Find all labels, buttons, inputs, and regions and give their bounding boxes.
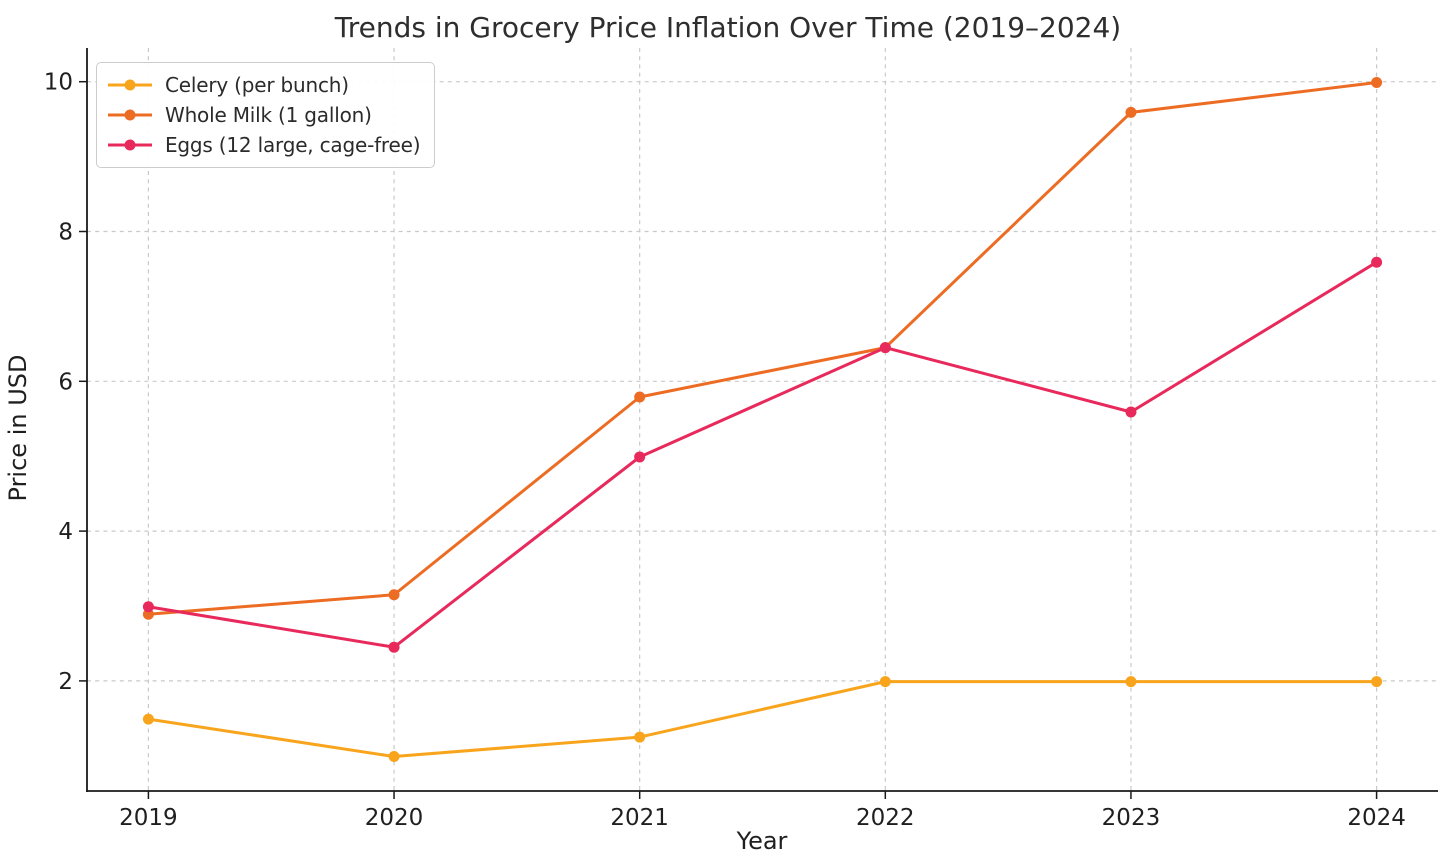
data-point (1125, 106, 1137, 118)
data-point (1125, 406, 1137, 418)
data-point (142, 713, 154, 725)
legend-item: Eggs (12 large, cage-free) (107, 130, 421, 160)
legend-line-marker-swatch (108, 109, 152, 121)
series-line-1 (146, 80, 1379, 616)
data-point (634, 731, 646, 743)
x-tick-label: 2023 (1102, 805, 1161, 831)
legend-line-marker-swatch (108, 79, 152, 91)
x-tick-label: 2024 (1347, 805, 1406, 831)
legend-item: Whole Milk (1 gallon) (107, 100, 420, 130)
data-point (879, 342, 891, 354)
y-tick-label: 2 (58, 669, 73, 695)
series-line-2 (146, 260, 1379, 649)
data-point (388, 589, 400, 601)
y-axis-label: Price in USD (4, 355, 32, 502)
legend: Celery (per bunch) Whole Milk (1 gallon) E… (96, 62, 436, 168)
data-point (1371, 676, 1383, 688)
data-point (634, 391, 646, 403)
data-point (142, 601, 154, 613)
data-point (1371, 256, 1383, 268)
legend-item: Celery (per bunch) (107, 70, 420, 100)
chart-title: Trends in Grocery Price Inflation Over T… (334, 11, 1121, 44)
x-tick-label: 2020 (365, 805, 424, 831)
y-tick-label: 6 (58, 369, 73, 395)
data-point (388, 641, 400, 653)
legend-line-marker-swatch (108, 139, 152, 151)
legend-label: Eggs (12 large, cage-free) (165, 133, 421, 157)
legend-label: Whole Milk (1 gallon) (165, 103, 372, 127)
y-tick-label: 8 (58, 220, 73, 246)
data-point (1371, 76, 1383, 88)
y-tick-label: 4 (58, 519, 73, 545)
y-tick-label: 10 (44, 70, 73, 96)
data-point (879, 676, 891, 688)
x-tick-label: 2022 (856, 805, 915, 831)
x-tick-label: 2021 (610, 805, 669, 831)
x-axis-label: Year (736, 827, 788, 855)
x-tick-label: 2019 (119, 805, 178, 831)
legend-label: Celery (per bunch) (165, 73, 349, 97)
series-line-0 (146, 680, 1379, 759)
data-point (634, 451, 646, 463)
data-point (1125, 676, 1137, 688)
data-point (388, 751, 400, 763)
